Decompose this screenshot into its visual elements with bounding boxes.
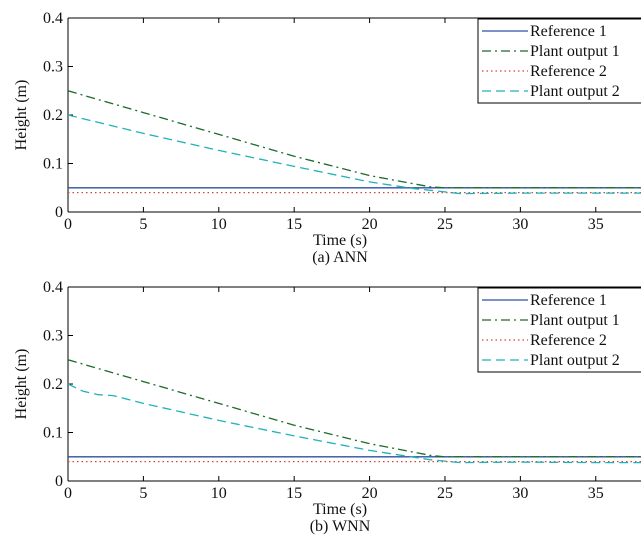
series-group	[68, 90, 641, 195]
x-tick-label: 35	[588, 216, 604, 233]
x-tick-label: 10	[211, 216, 227, 233]
x-axis-label: Time (s)	[313, 232, 367, 249]
legend-box	[477, 18, 641, 104]
x-tick-label: 25	[437, 485, 453, 502]
series-line-plant-output-1	[68, 359, 641, 458]
series-line-plant-output-1	[68, 90, 641, 189]
chart-panel-wnn: 0 5 10 15 20 25 30 35 0 0.1 0.2 0.3 0.4 Time (s) Heigh…	[13, 279, 641, 535]
x-tick-label: 35	[588, 485, 604, 502]
x-tick-label: 20	[362, 216, 378, 233]
legend-label: Reference 1	[530, 23, 607, 40]
legend-label: Reference 1	[530, 292, 607, 309]
x-tick-label: 30	[512, 216, 528, 233]
y-tick-label: 0.2	[43, 376, 63, 393]
series-group	[68, 359, 641, 464]
x-tick-label: 5	[139, 216, 147, 233]
series-line-plant-output-2	[68, 114, 641, 195]
x-tick-label: 0	[64, 485, 72, 502]
legend-label: Reference 2	[530, 332, 607, 349]
x-tick-label: 20	[362, 485, 378, 502]
legend-box	[477, 287, 641, 373]
y-tick-label: 0.4	[43, 279, 63, 296]
series-line-plant-output-2	[68, 383, 641, 464]
y-tick-label: 0	[55, 473, 63, 490]
y-tick-label: 0.3	[43, 59, 63, 76]
y-tick-label: 0.3	[43, 328, 63, 345]
x-tick-label: 25	[437, 216, 453, 233]
x-tick-label: 0	[64, 216, 72, 233]
panel-caption: (b) WNN	[310, 518, 371, 535]
legend: Reference 1 Plant output 1 Reference 2 Plan…	[477, 18, 641, 104]
y-axis-label: Height (m)	[13, 80, 30, 151]
x-tick-label: 30	[512, 485, 528, 502]
legend: Reference 1 Plant output 1 Reference 2 Plan…	[477, 287, 641, 373]
legend-label: Plant output 2	[530, 352, 620, 369]
legend-label: Plant output 1	[530, 43, 620, 60]
legend-label: Plant output 1	[530, 312, 620, 329]
y-axis-label: Height (m)	[13, 349, 30, 420]
x-tick-label: 5	[139, 485, 147, 502]
x-tick-label: 10	[211, 485, 227, 502]
y-tick-label: 0.2	[43, 107, 63, 124]
y-tick-label: 0.1	[43, 156, 63, 173]
y-tick-label: 0	[55, 204, 63, 221]
legend-label: Reference 2	[530, 63, 607, 80]
legend-label: Plant output 2	[530, 83, 620, 100]
x-axis-label: Time (s)	[313, 501, 367, 518]
x-tick-label: 15	[286, 485, 302, 502]
y-tick-label: 0.1	[43, 425, 63, 442]
x-tick-label: 15	[286, 216, 302, 233]
panel-caption: (a) ANN	[312, 249, 368, 266]
chart-panel-ann: 0 5 10 15 20 25 30 35 0 0.1 0.2 0.3 0.4 Time (s) Heigh…	[13, 10, 641, 266]
y-tick-label: 0.4	[43, 10, 63, 27]
